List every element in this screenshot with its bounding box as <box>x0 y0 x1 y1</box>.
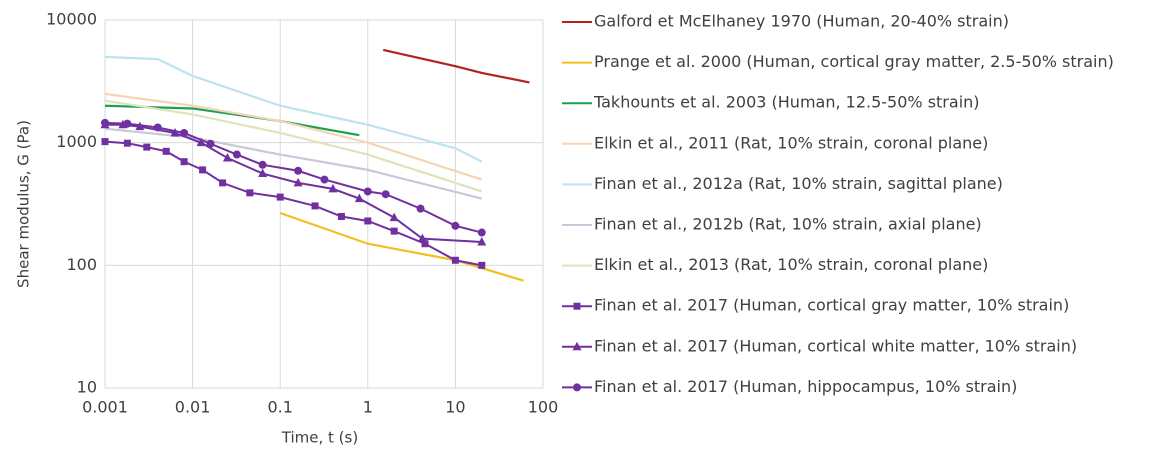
x-tick-label: 1 <box>363 398 373 417</box>
marker <box>123 119 132 128</box>
series-line <box>104 92 483 181</box>
marker <box>219 179 227 187</box>
legend-label: Elkin et al., 2013 (Rat, 10% strain, cor… <box>594 255 988 274</box>
marker <box>451 221 460 230</box>
marker <box>180 158 188 166</box>
legend-label: Finan et al. 2017 (Human, cortical white… <box>594 336 1077 355</box>
marker <box>162 147 170 155</box>
legend-label: Finan et al. 2017 (Human, cortical gray … <box>594 296 1069 315</box>
marker <box>363 187 372 196</box>
series-line <box>104 99 483 193</box>
marker <box>477 236 487 246</box>
series-line <box>279 211 524 282</box>
marker <box>389 212 399 222</box>
marker <box>417 233 427 243</box>
marker <box>101 118 109 127</box>
marker <box>416 204 425 213</box>
legend-label: Galford et McElhaney 1970 (Human, 20-40%… <box>594 12 1009 31</box>
marker <box>101 138 109 146</box>
marker <box>143 143 151 151</box>
x-axis-label: Time, t (s) <box>281 429 358 447</box>
marker <box>180 128 189 137</box>
marker <box>258 160 267 169</box>
marker <box>390 227 398 235</box>
legend-label: Finan et al. 2017 (Human, hippocampus, 1… <box>594 377 1017 396</box>
y-tick-label: 10000 <box>46 10 97 29</box>
marker <box>199 166 207 174</box>
y-axis-label: Shear modulus, G (Pa) <box>15 120 33 288</box>
marker <box>293 177 303 187</box>
x-tick-label: 0.001 <box>82 398 128 417</box>
marker <box>153 123 162 132</box>
marker <box>222 152 232 162</box>
marker <box>196 137 206 147</box>
marker <box>354 193 364 203</box>
marker <box>573 383 581 392</box>
marker <box>381 190 390 199</box>
marker <box>246 189 254 197</box>
marker <box>311 202 319 210</box>
x-tick-label: 10 <box>445 398 465 417</box>
marker <box>258 168 268 178</box>
marker <box>320 175 329 184</box>
marker <box>572 341 582 351</box>
marker <box>276 193 284 201</box>
marker <box>478 261 486 269</box>
marker <box>206 139 215 148</box>
legend-label: Finan et al., 2012a (Rat, 10% strain, sa… <box>594 174 1003 193</box>
marker <box>451 256 459 264</box>
legend-label: Prange et al. 2000 (Human, cortical gray… <box>594 52 1114 71</box>
marker <box>170 127 180 137</box>
legend-label: Takhounts et al. 2003 (Human, 12.5-50% s… <box>593 93 980 112</box>
legend-label: Elkin et al., 2011 (Rat, 10% strain, cor… <box>594 133 988 152</box>
x-tick-label: 0.01 <box>175 398 211 417</box>
marker <box>294 166 303 175</box>
marker <box>232 150 241 159</box>
y-tick-label: 1000 <box>56 132 97 151</box>
x-tick-label: 0.1 <box>267 398 292 417</box>
marker <box>421 240 429 248</box>
marker <box>337 213 345 221</box>
series-line <box>104 127 483 200</box>
y-tick-label: 100 <box>66 255 97 274</box>
series-line <box>104 55 483 163</box>
marker <box>123 139 131 147</box>
series-line <box>104 121 483 234</box>
x-tick-label: 100 <box>528 398 559 417</box>
legend-label: Finan et al., 2012b (Rat, 10% strain, ax… <box>594 215 982 234</box>
y-tick-label: 10 <box>77 378 97 397</box>
marker <box>364 217 372 225</box>
marker <box>477 228 486 237</box>
series-line <box>104 140 482 267</box>
marker <box>328 183 338 193</box>
marker <box>573 302 581 310</box>
series-line <box>382 48 530 84</box>
